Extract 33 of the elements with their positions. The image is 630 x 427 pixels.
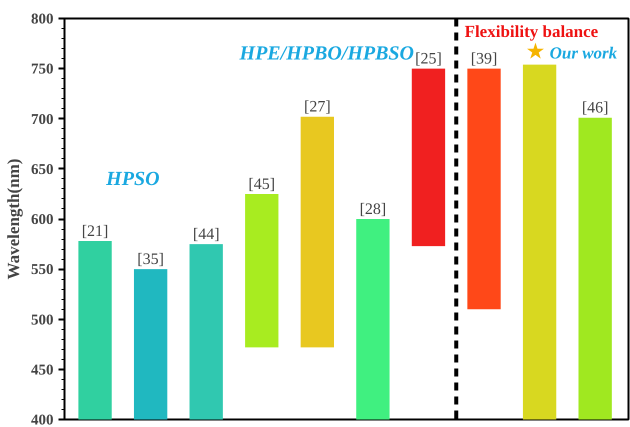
- annotation: HPSO: [105, 168, 160, 190]
- bar: [190, 244, 223, 420]
- y-tick-label: 800: [31, 12, 54, 28]
- bar: [245, 194, 278, 348]
- y-axis-title: Wavelength(nm): [4, 158, 23, 280]
- x-tick-label: [44]: [192, 226, 220, 244]
- x-tick-label: [27]: [304, 98, 331, 116]
- x-tick-label: [46]: [582, 100, 608, 117]
- y-tick-label: 600: [31, 212, 54, 228]
- y-tick-label: 750: [31, 62, 54, 78]
- bar: [78, 241, 112, 420]
- annotation: Flexibility balance: [464, 22, 599, 42]
- bar: [134, 269, 168, 420]
- x-tick-label: [28]: [360, 201, 386, 218]
- bar: [356, 219, 390, 420]
- x-tick-label: [45]: [248, 176, 276, 193]
- y-tick-label: 550: [31, 262, 54, 278]
- bar: [412, 68, 446, 246]
- x-tick-label: [25]: [415, 50, 442, 68]
- bar: [300, 116, 334, 348]
- bar: [522, 64, 556, 420]
- y-tick-label: 650: [31, 162, 54, 178]
- y-tick-label: 700: [31, 112, 54, 128]
- annotation: ★Our work: [526, 40, 618, 65]
- x-tick-label: [35]: [137, 251, 164, 268]
- x-tick-label: [21]: [82, 223, 108, 240]
- y-tick-label: 500: [31, 312, 54, 328]
- y-tick-label: 400: [31, 412, 54, 427]
- y-tick-label: 450: [31, 362, 54, 378]
- bar: [467, 68, 501, 310]
- bar: [578, 118, 612, 420]
- x-tick-label: [39]: [470, 50, 498, 68]
- annotation: HPE/HPBO/HPBSO: [238, 42, 414, 65]
